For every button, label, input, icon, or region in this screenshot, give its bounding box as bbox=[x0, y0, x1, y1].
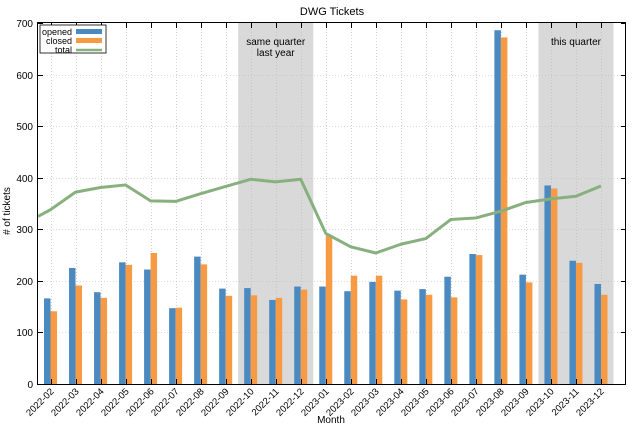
bar-opened bbox=[219, 288, 226, 384]
bar-opened bbox=[44, 298, 51, 384]
y-tick-label: 200 bbox=[16, 277, 33, 288]
bar-closed bbox=[400, 299, 408, 384]
y-tick-label: 400 bbox=[16, 174, 33, 185]
highlight-label: this quarter bbox=[551, 37, 602, 48]
y-tick-label: 700 bbox=[16, 19, 33, 30]
ticks bbox=[38, 23, 626, 385]
y-tick-label: 600 bbox=[16, 71, 33, 82]
bar-closed bbox=[525, 282, 533, 384]
bar-closed bbox=[225, 295, 233, 384]
bar-closed bbox=[275, 297, 283, 384]
bar-opened bbox=[394, 290, 401, 384]
bar-closed bbox=[350, 275, 358, 384]
bar-opened bbox=[494, 30, 501, 384]
bar-closed bbox=[175, 307, 183, 384]
bar-closed bbox=[325, 234, 333, 384]
bar-closed bbox=[150, 253, 158, 384]
legend-label-opened: opened bbox=[42, 27, 72, 37]
y-tick-label: 300 bbox=[16, 225, 33, 236]
line-total bbox=[37, 177, 602, 255]
lines bbox=[37, 177, 602, 255]
bar-opened bbox=[194, 256, 201, 384]
bar-closed bbox=[550, 188, 558, 384]
bar-opened bbox=[144, 269, 151, 384]
y-tick-label: 500 bbox=[16, 122, 33, 133]
bar-opened bbox=[444, 276, 451, 384]
bar-opened bbox=[269, 299, 276, 384]
legend-label-total: total bbox=[55, 45, 72, 55]
bar-opened bbox=[69, 267, 76, 384]
bar-opened bbox=[419, 289, 426, 384]
bar-opened bbox=[544, 185, 551, 384]
legend-swatch-closed bbox=[76, 38, 102, 43]
bar-opened bbox=[319, 286, 326, 384]
legend-label-closed: closed bbox=[46, 36, 72, 46]
bar-closed bbox=[125, 264, 133, 384]
highlight-label: same quarter bbox=[246, 37, 306, 48]
bar-closed bbox=[475, 255, 483, 384]
bar-closed bbox=[300, 289, 308, 384]
bar-opened bbox=[469, 254, 476, 384]
bar-closed bbox=[75, 285, 83, 384]
bar-opened bbox=[94, 292, 101, 384]
plot-frame bbox=[37, 22, 626, 385]
bar-opened bbox=[119, 262, 126, 384]
bar-opened bbox=[519, 274, 526, 384]
bar-opened bbox=[244, 288, 251, 384]
bar-opened bbox=[169, 308, 176, 384]
bar-closed bbox=[100, 297, 108, 384]
bar-closed bbox=[450, 297, 458, 384]
bar-closed bbox=[375, 275, 383, 384]
bar-opened bbox=[344, 291, 351, 384]
bar-opened bbox=[569, 260, 576, 384]
y-axis-label: # of tickets bbox=[2, 187, 13, 235]
bar-closed bbox=[425, 294, 433, 384]
bar-closed bbox=[50, 311, 58, 384]
chart-title: DWG Tickets bbox=[300, 6, 365, 18]
bar-closed bbox=[575, 262, 583, 384]
bars bbox=[44, 30, 608, 384]
bar-opened bbox=[294, 286, 301, 384]
highlight-label: last year bbox=[257, 48, 295, 59]
legend-swatch-opened bbox=[76, 29, 102, 34]
x-tick-label: 2023-12 bbox=[574, 386, 606, 418]
bar-opened bbox=[369, 281, 376, 384]
bar-opened bbox=[594, 283, 601, 384]
bar-closed bbox=[600, 294, 608, 384]
y-tick-label: 100 bbox=[16, 328, 33, 339]
bar-closed bbox=[200, 264, 208, 384]
x-axis-label: Month bbox=[317, 415, 345, 426]
y-tick-label: 0 bbox=[27, 380, 33, 391]
bar-closed bbox=[250, 295, 258, 384]
